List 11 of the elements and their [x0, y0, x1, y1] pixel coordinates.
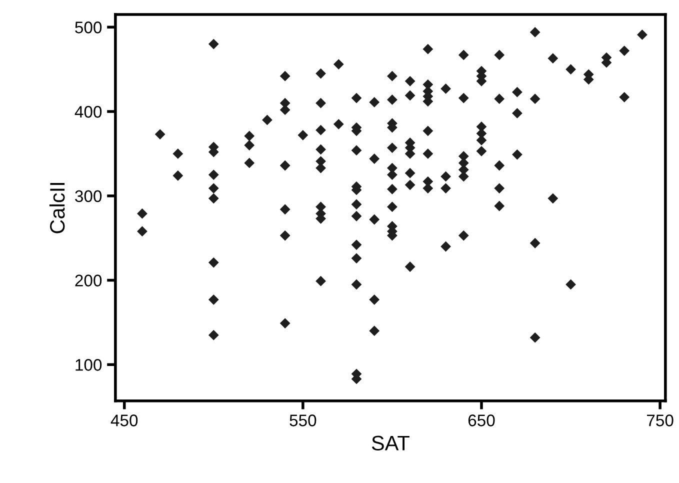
- y-tick-label: 400: [74, 106, 102, 118]
- y-axis-title: CalcII: [49, 182, 65, 234]
- x-axis-title: SAT: [372, 436, 410, 450]
- x-tick-label: 650: [468, 414, 495, 426]
- y-tick-label: 100: [76, 359, 102, 371]
- x-tick-label: 750: [647, 414, 674, 426]
- x-tick-label: 450: [110, 414, 138, 426]
- y-tick-label: 300: [75, 190, 102, 202]
- x-tick-label: 550: [290, 414, 316, 426]
- y-tick-label: 500: [75, 22, 102, 34]
- y-tick-label: 200: [75, 274, 102, 286]
